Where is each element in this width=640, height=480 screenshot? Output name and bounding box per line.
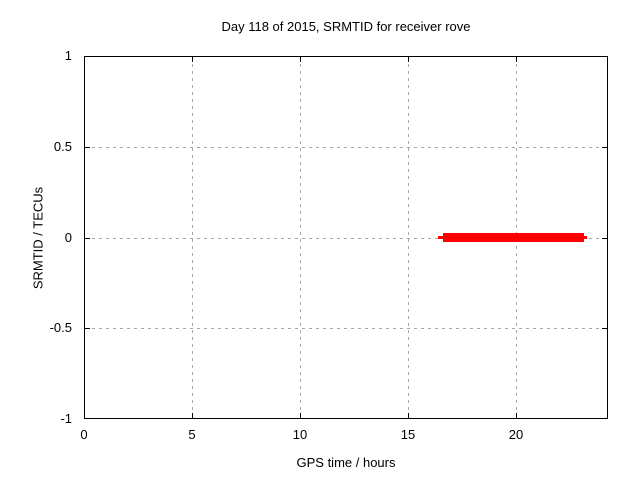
chart-title: Day 118 of 2015, SRMTID for receiver rov… [221, 19, 471, 34]
plot-area [84, 56, 608, 419]
x-gridline [300, 57, 301, 418]
x-tick-label: 5 [188, 427, 196, 442]
series-srmtid-segment [442, 233, 585, 242]
y-tick-label: 0 [64, 230, 72, 245]
x-tick-label: 15 [400, 427, 416, 442]
x-tick-top [192, 57, 193, 62]
x-tick-label: 0 [80, 427, 88, 442]
x-tick-bottom [192, 413, 193, 418]
y-tick-right [602, 328, 607, 329]
y-tick-left [85, 147, 90, 148]
x-gridline [192, 57, 193, 418]
x-tick-bottom [300, 413, 301, 418]
y-gridline [85, 328, 607, 329]
x-gridline [408, 57, 409, 418]
x-tick-top [300, 57, 301, 62]
y-gridline [85, 238, 607, 239]
y-tick-label: 1 [64, 48, 72, 63]
x-axis-label: GPS time / hours [296, 455, 396, 470]
y-tick-label: 0.5 [53, 139, 72, 154]
x-tick-label: 20 [508, 427, 524, 442]
x-tick-label: 10 [292, 427, 308, 442]
x-tick-bottom [516, 413, 517, 418]
y-tick-left [85, 238, 90, 239]
x-tick-top [408, 57, 409, 62]
y-tick-label: -0.5 [49, 320, 72, 335]
y-tick-label: -1 [60, 411, 72, 426]
y-tick-right [602, 147, 607, 148]
y-gridline [85, 147, 607, 148]
x-tick-bottom [408, 413, 409, 418]
x-tick-top [516, 57, 517, 62]
y-tick-right [602, 238, 607, 239]
y-tick-left [85, 328, 90, 329]
